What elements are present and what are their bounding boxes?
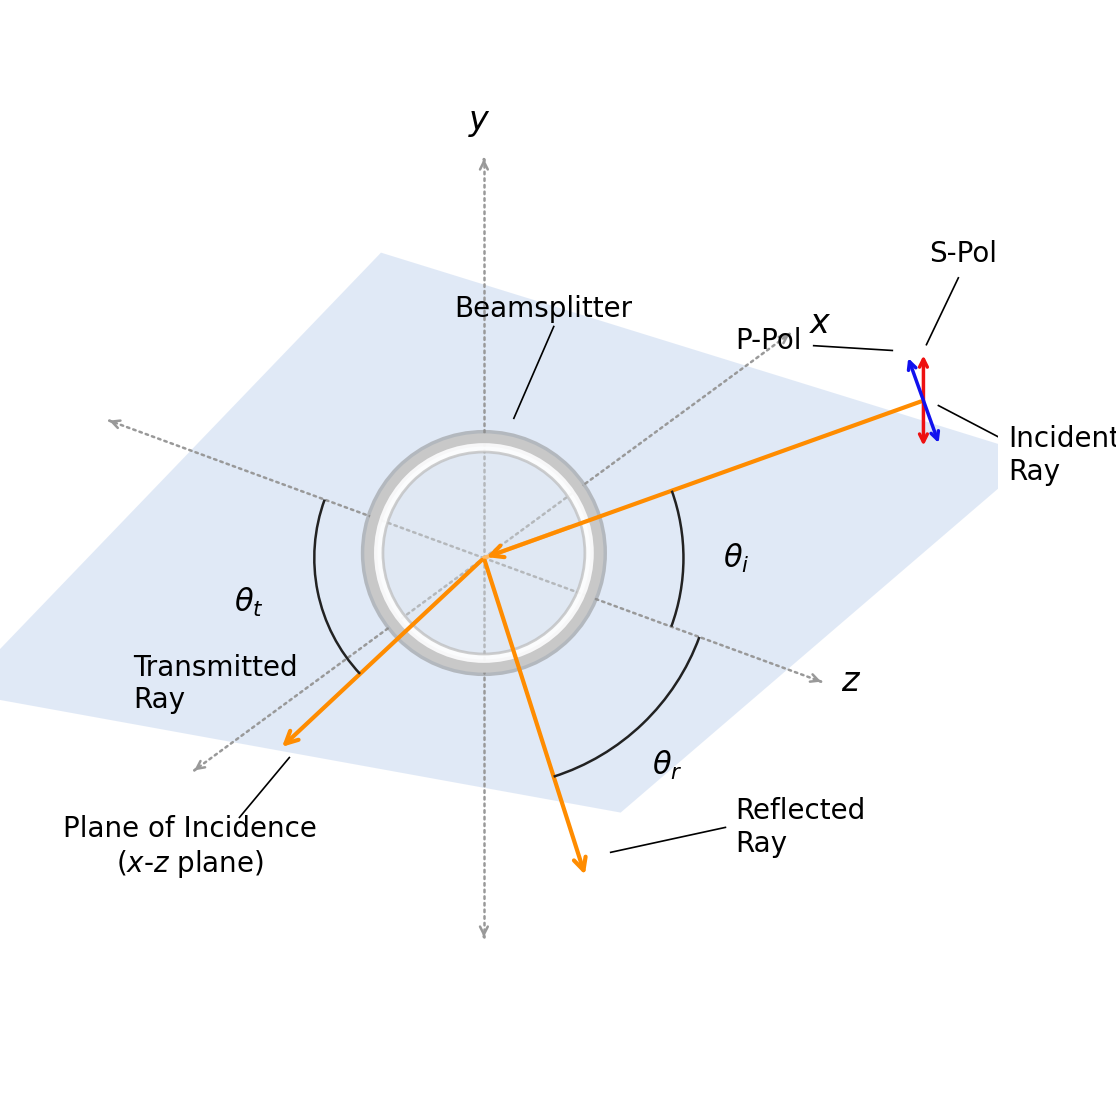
Text: $\theta_r$: $\theta_r$ xyxy=(652,749,682,782)
Text: S-Pol: S-Pol xyxy=(930,240,998,268)
Text: $\theta_i$: $\theta_i$ xyxy=(723,542,750,576)
Text: Reflected
Ray: Reflected Ray xyxy=(735,797,866,857)
Ellipse shape xyxy=(369,439,598,667)
Text: y: y xyxy=(469,104,489,137)
Text: Beamsplitter: Beamsplitter xyxy=(454,295,633,323)
Text: $\theta_t$: $\theta_t$ xyxy=(234,586,263,619)
Text: Plane of Incidence
($x$-$z$ plane): Plane of Incidence ($x$-$z$ plane) xyxy=(62,815,317,879)
Text: x: x xyxy=(809,307,829,340)
Text: P-Pol: P-Pol xyxy=(735,327,802,355)
Text: z: z xyxy=(841,665,858,699)
Polygon shape xyxy=(0,252,1037,812)
Text: Incident
Ray: Incident Ray xyxy=(1008,425,1116,485)
Text: Transmitted
Ray: Transmitted Ray xyxy=(133,654,298,714)
